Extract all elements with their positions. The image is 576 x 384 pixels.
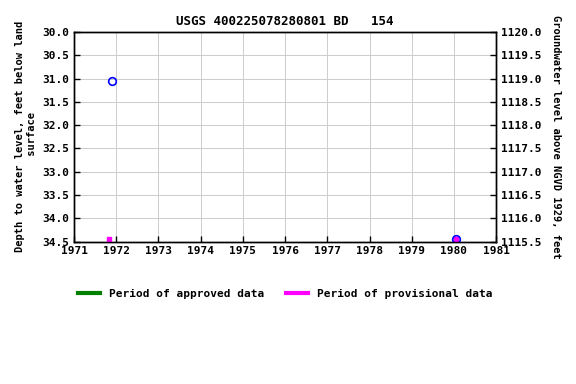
Y-axis label: Groundwater level above NGVD 1929, feet: Groundwater level above NGVD 1929, feet <box>551 15 561 258</box>
Legend: Period of approved data, Period of provisional data: Period of approved data, Period of provi… <box>73 284 497 303</box>
Title: USGS 400225078280801 BD   154: USGS 400225078280801 BD 154 <box>176 15 394 28</box>
Y-axis label: Depth to water level, feet below land
 surface: Depth to water level, feet below land su… <box>15 21 37 252</box>
